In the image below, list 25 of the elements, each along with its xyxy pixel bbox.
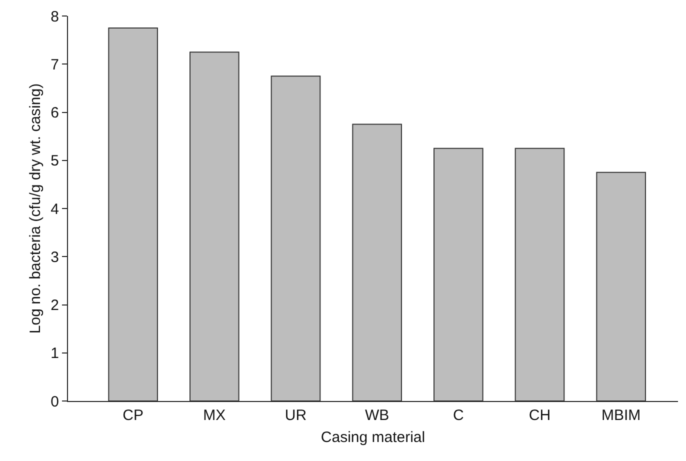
bar bbox=[270, 76, 321, 401]
bar bbox=[514, 148, 565, 401]
y-tick-label: 6 bbox=[50, 104, 59, 122]
bar bbox=[434, 148, 484, 401]
x-tick-label: WB bbox=[364, 407, 390, 424]
y-tick-label: 1 bbox=[50, 345, 59, 362]
y-axis-title: Log no. bacteria (cfu/g dry wt. casing) bbox=[26, 83, 44, 334]
bar bbox=[108, 28, 158, 401]
y-tick-label: 4 bbox=[50, 200, 59, 218]
x-tick-label: MX bbox=[203, 407, 226, 424]
y-tick-label: 5 bbox=[50, 152, 59, 170]
x-tick-label: UR bbox=[284, 407, 307, 424]
y-tick-label: 7 bbox=[50, 56, 59, 74]
x-tick-label: CP bbox=[122, 407, 144, 424]
x-axis-title: Casing material bbox=[320, 429, 426, 446]
bar bbox=[596, 172, 646, 401]
x-tick-label: C bbox=[452, 407, 464, 424]
x-tick-label: CH bbox=[528, 407, 551, 424]
x-tick-label: MBIM bbox=[601, 407, 641, 424]
bar bbox=[352, 124, 402, 401]
y-tick-label: 3 bbox=[50, 248, 59, 266]
y-tick-label: 0 bbox=[50, 393, 59, 410]
y-tick-label: 2 bbox=[50, 297, 59, 314]
bar bbox=[190, 52, 240, 401]
y-tick-label: 8 bbox=[50, 8, 59, 26]
